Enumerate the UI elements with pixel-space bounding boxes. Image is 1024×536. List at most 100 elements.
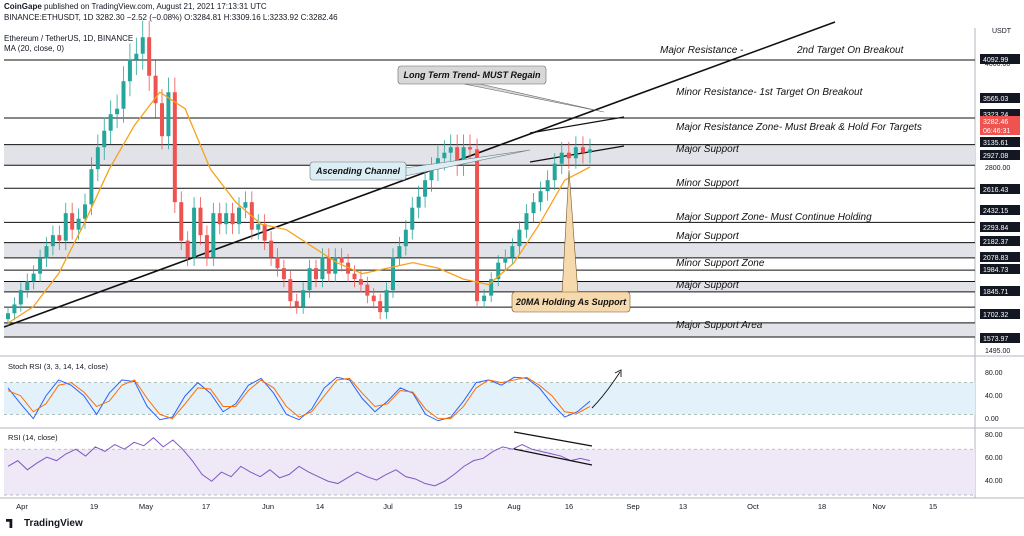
- x-tick-label: Jul: [383, 502, 393, 511]
- candle-body: [224, 213, 229, 225]
- price-label-bg: [980, 222, 1020, 232]
- candle-body: [365, 284, 370, 296]
- publisher: CoinGape: [4, 2, 42, 11]
- candle-body: [397, 246, 402, 258]
- level-annotation: Major Support Zone- Must Continue Holdin…: [676, 212, 872, 223]
- candle-body: [166, 92, 171, 137]
- price-label: 1573.97: [983, 336, 1008, 343]
- price-label-bg: [980, 252, 1020, 262]
- price-label: 3135.61: [983, 140, 1008, 147]
- candle-body: [89, 169, 94, 205]
- candle-body: [172, 92, 177, 203]
- long-term-trendline: [3, 21, 836, 328]
- price-label: 3282.46: [983, 119, 1008, 126]
- price-label-bg: [980, 236, 1020, 246]
- candle-body: [538, 191, 543, 203]
- candle-body: [70, 213, 75, 230]
- candle-body: [545, 180, 550, 192]
- price-label-bg: [980, 286, 1020, 296]
- price-label-bg: [980, 309, 1020, 319]
- candle-body: [489, 279, 494, 296]
- level-annotation: Major Support: [676, 280, 740, 291]
- candle-body: [307, 268, 312, 291]
- price-label-bg: [980, 137, 1020, 147]
- price-label-bg: [980, 125, 1020, 135]
- candle-body: [12, 304, 17, 314]
- x-tick-label: 19: [90, 502, 98, 511]
- price-label: 2432.15: [983, 208, 1008, 215]
- rsi-line: [7, 437, 591, 487]
- candle-body: [333, 257, 338, 274]
- price-label: 2616.43: [983, 187, 1008, 194]
- candle-body: [76, 218, 81, 230]
- price-label-bg: [980, 109, 1020, 119]
- ma-callout-text: 20MA Holding As Support: [515, 297, 627, 307]
- price-label: 2182.37: [983, 239, 1008, 246]
- price-label: 2293.84: [983, 225, 1008, 232]
- candle-body: [211, 213, 216, 258]
- level-annotation: Major Resistance Zone- Must Break & Hold…: [676, 122, 922, 133]
- level-annotation: Minor Support Zone: [676, 258, 765, 269]
- price-label: 2927.08: [983, 153, 1008, 160]
- candle-body: [18, 290, 23, 305]
- candle-body: [423, 180, 428, 197]
- ma-callout-box: [511, 291, 631, 313]
- level-annotation: 2nd Target On Breakout: [796, 45, 905, 56]
- rsi-title: RSI (14, close): [8, 433, 58, 442]
- level-annotation: Minor Support: [676, 178, 740, 189]
- x-tick-label: Oct: [747, 502, 760, 511]
- stoch-projection-arrow: [591, 371, 621, 409]
- candle-body: [301, 290, 306, 307]
- x-tick-label: 14: [316, 502, 324, 511]
- candle-body: [102, 130, 107, 148]
- price-label-bg: [980, 93, 1020, 103]
- y-tick-label: 2800.00: [985, 165, 1010, 172]
- symbol: BINANCE:ETHUSDT, 1D: [4, 13, 94, 22]
- candle-body: [320, 257, 325, 280]
- chart-title: Ethereum / TetherUS, 1D, BINANCE: [4, 34, 134, 43]
- candle-body: [531, 202, 536, 214]
- price-label-bg: [980, 150, 1020, 160]
- level-annotation: Major Support: [676, 231, 740, 242]
- candle-body: [256, 224, 261, 230]
- price-label: 1702.32: [983, 312, 1008, 319]
- rsi-channel-upper: [513, 431, 593, 447]
- price-label-bg: [980, 184, 1020, 194]
- rsi-channel-lower: [513, 448, 593, 466]
- candle-body: [288, 279, 293, 302]
- price-label-bg: [980, 116, 1020, 126]
- candle-body: [57, 235, 62, 241]
- candle-body: [482, 295, 487, 302]
- price-label: 3323.24: [983, 112, 1008, 119]
- candle-body: [378, 301, 383, 313]
- candle-body: [237, 207, 241, 225]
- y-tick-label: 4000.00: [985, 61, 1010, 68]
- trend-callout-box: [397, 65, 547, 85]
- candle-body: [31, 273, 36, 282]
- candle-body: [352, 273, 357, 280]
- candle-body: [147, 37, 152, 76]
- y-tick-label: 1495.00: [985, 348, 1010, 355]
- ma-legend: MA (20, close, 0): [4, 44, 65, 53]
- x-tick-label: Jun: [262, 502, 274, 511]
- stoch-band-fill: [4, 382, 975, 415]
- candle-body: [410, 207, 415, 230]
- candle-body: [339, 257, 344, 263]
- tradingview-logo: TradingView: [6, 518, 83, 529]
- price-label: 1984.73: [983, 267, 1008, 274]
- candle-body: [475, 149, 480, 302]
- candle-body: [160, 103, 164, 137]
- last-price: 3282.30: [95, 13, 125, 22]
- stoch-arrowhead-icon: [614, 369, 622, 377]
- candle-body: [115, 108, 120, 115]
- tradingview-mark-icon: [6, 519, 13, 528]
- price-label-bg: [980, 264, 1020, 274]
- candle-body: [503, 257, 508, 263]
- candle-body: [281, 268, 286, 280]
- ma20-line: [7, 91, 591, 324]
- rsi-band-fill: [4, 449, 975, 495]
- trend-callout-pointer: [463, 83, 605, 113]
- candle-body: [580, 147, 585, 153]
- stoch-tick-label: 40.00: [985, 393, 1003, 400]
- candle-body: [6, 313, 10, 320]
